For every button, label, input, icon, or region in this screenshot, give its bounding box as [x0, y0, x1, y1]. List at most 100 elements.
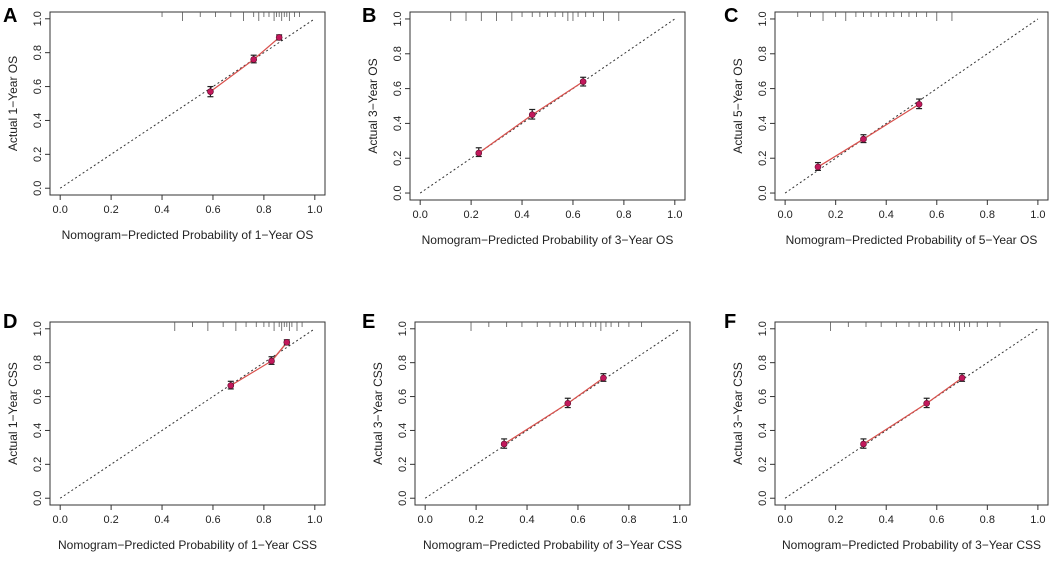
y-tick-label: 0.0 — [757, 491, 769, 506]
y-tick-label: 0.4 — [757, 116, 769, 131]
data-point — [860, 440, 867, 448]
panel-c: C 0.0 0.2 0.4 0.6 0.8 1.0 0.0 0.2 0.4 0.6 0.8 1.0 Nom… — [724, 5, 1049, 247]
x-tick-label: 1.0 — [667, 209, 682, 221]
data-point — [500, 440, 508, 448]
y-tick-label: 0.0 — [397, 491, 409, 506]
data-point — [600, 374, 607, 382]
panel-e: E 0.0 0.2 0.4 0.6 0.8 1.0 0.0 0.2 0.4 0.6 0.8 1.0 Nom… — [362, 311, 691, 552]
ideal-line — [59, 328, 316, 499]
x-tick-label: 0.2 — [828, 209, 843, 221]
x-tick-label: 1.0 — [672, 514, 687, 526]
y-tick-label: 0.6 — [757, 81, 769, 96]
x-tick-label: 0.0 — [53, 514, 68, 526]
ideal-line — [784, 328, 1039, 499]
x-tick-label: 0.0 — [418, 514, 433, 526]
x-tick-label: 1.0 — [307, 514, 322, 526]
calibration-line — [210, 36, 280, 93]
y-axis-label: Actual 5−Year OS — [731, 58, 745, 153]
data-point — [227, 382, 235, 389]
panel-b: B 0.0 0.2 0.4 0.6 0.8 1.0 0.0 0.2 0.4 0.6 0.8 1.0 Nom… — [362, 5, 686, 247]
panel-letter: B — [362, 5, 376, 27]
y-tick-label: 0.6 — [32, 79, 44, 94]
plot-frame — [49, 321, 326, 506]
x-tick-label: 0.4 — [514, 209, 529, 221]
data-point — [814, 163, 822, 171]
panel-letter: E — [362, 311, 375, 333]
y-tick-label: 0.0 — [32, 181, 44, 196]
data-point — [860, 135, 867, 143]
data-point — [915, 100, 923, 108]
data-point — [283, 339, 291, 346]
y-tick-label: 0.4 — [757, 423, 769, 438]
x-axis-label: Nomogram−Predicted Probability of 1−Year… — [62, 228, 314, 242]
x-tick-label: 0.8 — [256, 514, 271, 526]
y-tick-label: 0.8 — [392, 46, 404, 61]
data-point — [207, 88, 214, 95]
plot-frame — [774, 321, 1049, 506]
data-point — [579, 78, 587, 85]
ideal-line — [784, 18, 1039, 194]
y-tick-label: 1.0 — [32, 321, 44, 336]
ideal-line — [419, 18, 676, 194]
x-tick-label: 1.0 — [1030, 514, 1045, 526]
x-tick-label: 0.6 — [929, 209, 944, 221]
calibration-line-corrected — [819, 102, 921, 167]
x-tick-label: 0.6 — [205, 204, 220, 216]
x-tick-label: 0.8 — [256, 204, 271, 216]
y-tick-label: 0.6 — [32, 389, 44, 404]
x-tick-label: 0.8 — [980, 514, 995, 526]
x-axis-label: Nomogram−Predicted Probability of 3−Year… — [423, 538, 682, 552]
y-tick-label: 1.0 — [757, 321, 769, 336]
y-tick-label: 0.6 — [757, 389, 769, 404]
data-point — [268, 357, 275, 365]
y-tick-label: 0.6 — [397, 389, 409, 404]
x-tick-label: 0.8 — [980, 209, 995, 221]
x-tick-label: 0.6 — [929, 514, 944, 526]
y-tick-label: 0.2 — [397, 457, 409, 472]
x-tick-label: 0.2 — [103, 204, 118, 216]
x-tick-label: 0.2 — [103, 514, 118, 526]
y-tick-label: 0.2 — [757, 457, 769, 472]
y-tick-label: 0.8 — [32, 355, 44, 370]
y-tick-label: 0.2 — [32, 457, 44, 472]
panel-f: F 0.0 0.2 0.4 0.6 0.8 1.0 0.0 0.2 0.4 0.6 0.8 1.0 Nom… — [724, 311, 1049, 552]
panel-letter: D — [3, 311, 17, 333]
y-tick-label: 0.2 — [32, 147, 44, 162]
y-tick-label: 0.8 — [397, 355, 409, 370]
y-tick-label: 0.8 — [757, 46, 769, 61]
plot-frame — [49, 11, 326, 196]
x-tick-label: 0.6 — [570, 514, 585, 526]
y-tick-label: 0.6 — [392, 81, 404, 96]
y-tick-label: 0.4 — [32, 423, 44, 438]
y-tick-label: 1.0 — [32, 11, 44, 26]
x-tick-label: 0.2 — [463, 209, 478, 221]
calibration-line — [230, 341, 288, 387]
data-point — [564, 400, 572, 407]
x-axis-label: Nomogram−Predicted Probability of 3−Year… — [782, 538, 1041, 552]
data-point — [958, 374, 966, 382]
y-axis-label: Actual 3−Year CSS — [731, 362, 745, 465]
x-tick-label: 0.4 — [154, 204, 169, 216]
x-tick-label: 0.4 — [519, 514, 534, 526]
data-point — [475, 149, 483, 157]
y-axis-label: Actual 3−Year CSS — [371, 362, 385, 465]
plot-frame — [774, 11, 1049, 201]
y-tick-label: 0.0 — [392, 185, 404, 200]
data-point — [250, 56, 258, 63]
y-tick-label: 0.4 — [32, 113, 44, 128]
data-point — [275, 34, 283, 41]
y-tick-label: 1.0 — [397, 321, 409, 336]
x-tick-label: 0.0 — [53, 204, 68, 216]
x-tick-label: 0.2 — [828, 514, 843, 526]
y-tick-label: 0.0 — [757, 185, 769, 200]
y-tick-label: 0.2 — [392, 151, 404, 166]
panel-letter: A — [3, 5, 17, 27]
y-tick-label: 0.8 — [757, 355, 769, 370]
x-tick-label: 1.0 — [1030, 209, 1045, 221]
data-point — [923, 400, 930, 407]
x-tick-label: 0.6 — [565, 209, 580, 221]
y-axis-label: Actual 1−Year CSS — [6, 362, 20, 465]
x-axis-label: Nomogram−Predicted Probability of 5−Year… — [786, 233, 1038, 247]
y-tick-label: 1.0 — [757, 11, 769, 26]
